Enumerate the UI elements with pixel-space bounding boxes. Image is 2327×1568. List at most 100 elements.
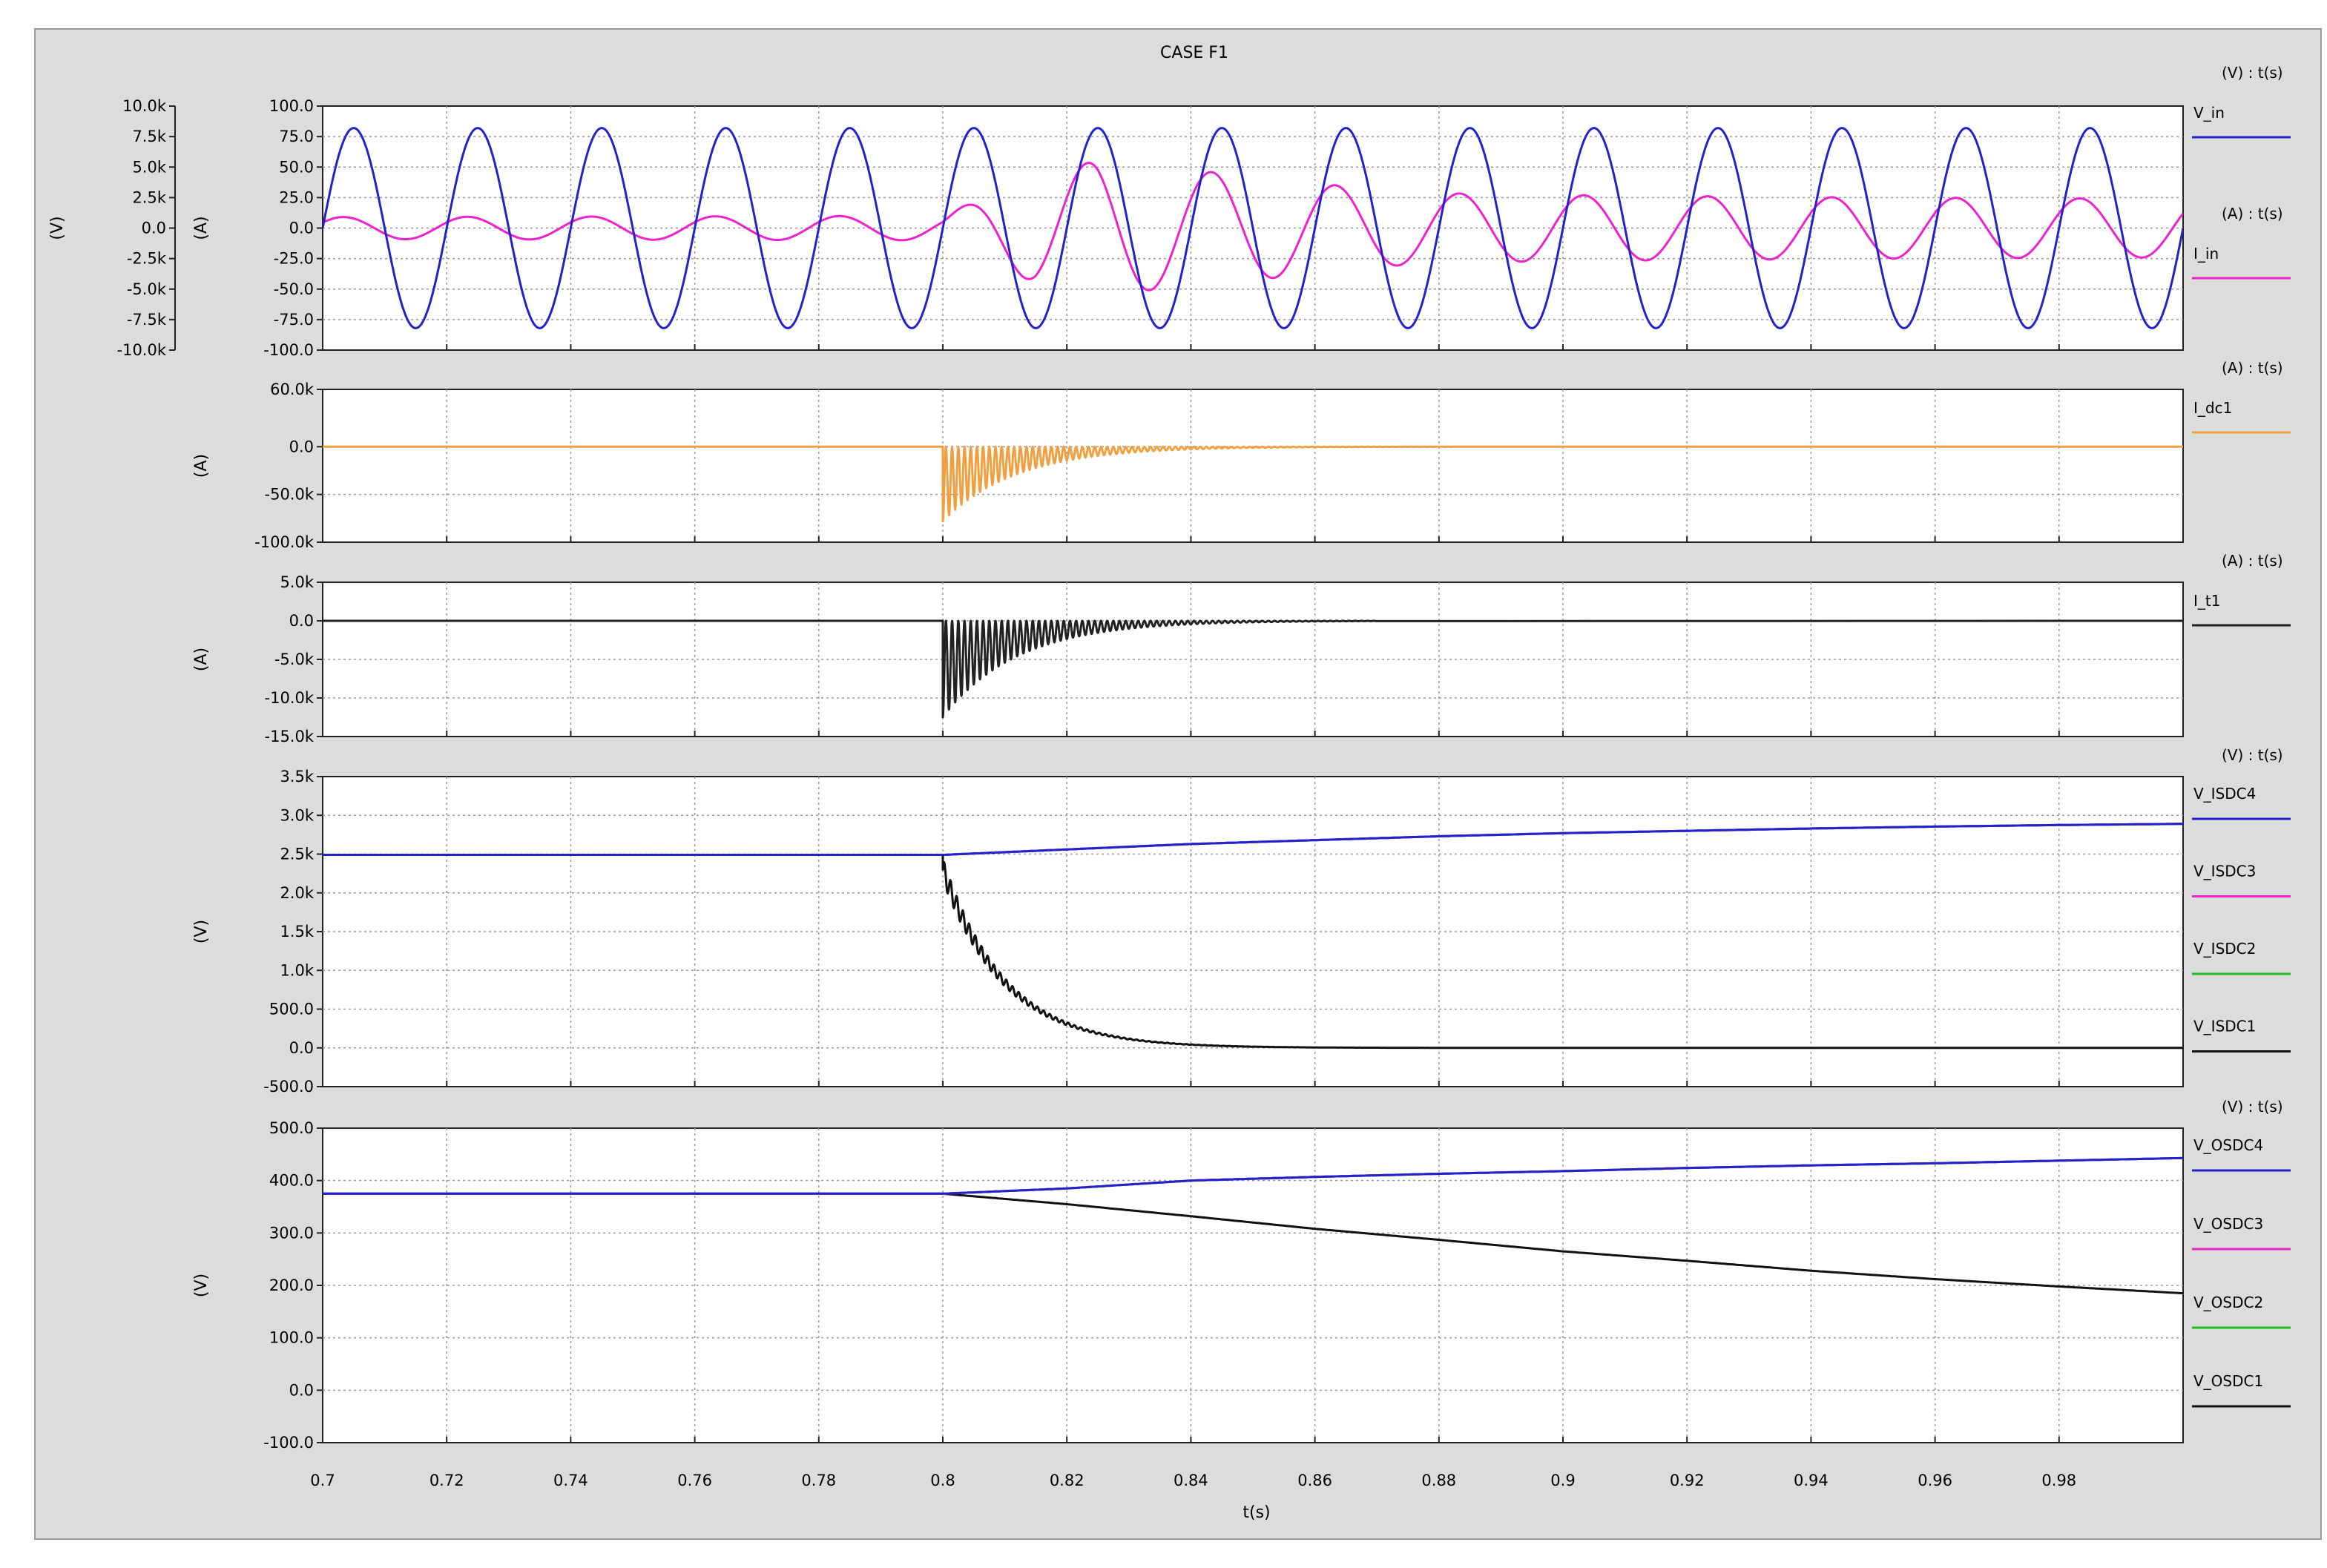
legend-p3: (A) : t(s) I_t1 bbox=[2192, 552, 2291, 627]
panel-p4: 3.5k 3.0k 2.5k 2.0k 1.5k 1.0k 500.0 0.0 -500.0 (V… bbox=[192, 746, 2291, 1096]
y-tick-label: 75.0 bbox=[279, 128, 314, 145]
series-line-V_ISDC4 bbox=[323, 823, 2183, 856]
y-tick-label: 0.0 bbox=[289, 220, 314, 237]
y-tick-label: 3.5k bbox=[280, 768, 314, 785]
legend-p2: (A) : t(s) I_dc1 bbox=[2192, 359, 2291, 434]
legend-p5: (V) : t(s) V_OSDC4 V_OSDC3 V_OSDC2 V_OSDC1 bbox=[2192, 1098, 2291, 1408]
legend-unit-label: (A) : t(s) bbox=[2222, 205, 2283, 223]
series-line-I_in bbox=[323, 162, 2183, 291]
legend-unit-label: (V) : t(s) bbox=[2222, 746, 2283, 764]
x-tick-label: 0.72 bbox=[429, 1472, 464, 1489]
secondary-y-tick-label: 10.0k bbox=[122, 97, 167, 115]
legend-unit-label: (A) : t(s) bbox=[2222, 552, 2283, 570]
legend-p4: (V) : t(s) V_ISDC4 V_ISDC3 V_ISDC2 V_ISDC1 bbox=[2192, 746, 2291, 1053]
legend-entry-V_OSDC4: V_OSDC4 bbox=[2193, 1136, 2263, 1154]
panel-p3: 5.0k 0.0 -5.0k -10.0k -15.0k (A) (A) : t(s) I_t… bbox=[192, 552, 2291, 745]
legend-entry-V_in: V_in bbox=[2193, 104, 2225, 122]
x-tick-label: 0.94 bbox=[1794, 1472, 1829, 1489]
y-tick-label: 0.0 bbox=[289, 612, 314, 630]
y-tick-label: 500.0 bbox=[269, 1001, 314, 1018]
x-tick-label: 0.98 bbox=[2041, 1472, 2076, 1489]
x-tick-label: 0.74 bbox=[553, 1472, 588, 1489]
legend-entry-V_OSDC1: V_OSDC1 bbox=[2193, 1372, 2263, 1390]
y-tick-label: 50.0 bbox=[279, 158, 314, 176]
y-tick-label: 0.0 bbox=[289, 1381, 314, 1399]
x-tick-label: 0.86 bbox=[1297, 1472, 1332, 1489]
y-tick-label: 400.0 bbox=[269, 1172, 314, 1190]
y-tick-label: 100.0 bbox=[269, 97, 314, 115]
secondary-y-tick-label: 5.0k bbox=[132, 158, 166, 176]
legend-unit-label: (V) : t(s) bbox=[2222, 64, 2283, 82]
y-tick-label: -25.0 bbox=[274, 250, 314, 268]
y-tick-label: 5.0k bbox=[280, 573, 314, 591]
y-tick-label: 0.0 bbox=[289, 1039, 314, 1057]
x-tick-label: 0.82 bbox=[1050, 1472, 1084, 1489]
legend-entry-I_t1: I_t1 bbox=[2193, 592, 2220, 610]
legend-entry-V_OSDC3: V_OSDC3 bbox=[2193, 1215, 2263, 1233]
secondary-y-tick-label: 7.5k bbox=[132, 128, 166, 145]
x-tick-label: 0.7 bbox=[310, 1472, 335, 1489]
legend-entry-V_ISDC1: V_ISDC1 bbox=[2193, 1018, 2256, 1035]
y-tick-label: -100.0 bbox=[263, 341, 314, 359]
legend-entry-I_in: I_in bbox=[2193, 245, 2219, 263]
legend-unit-label: (V) : t(s) bbox=[2222, 1098, 2283, 1116]
x-tick-label: 0.96 bbox=[1918, 1472, 1952, 1489]
series-line-V_in bbox=[323, 127, 2183, 329]
y-tick-label: 300.0 bbox=[269, 1224, 314, 1242]
y-tick-label: -10.0k bbox=[265, 689, 315, 707]
series-line-V_ISDC1 bbox=[323, 854, 2183, 1050]
secondary-y-tick-label: 0.0 bbox=[142, 220, 166, 237]
y-tick-label: -50.0 bbox=[274, 280, 314, 298]
y-tick-label: 60.0k bbox=[270, 381, 315, 398]
y-tick-label: 25.0 bbox=[279, 188, 314, 206]
secondary-y-tick-label: -10.0k bbox=[117, 341, 167, 359]
legend-unit-label: (A) : t(s) bbox=[2222, 359, 2283, 377]
chart-panels: 100.0 75.0 50.0 25.0 0.0 -25.0 -50.0 -75.0 -100.… bbox=[48, 64, 2291, 1489]
series-line-I_dc1 bbox=[323, 445, 2183, 523]
legend-entry-V_ISDC4: V_ISDC4 bbox=[2193, 785, 2256, 803]
y-tick-label: 2.5k bbox=[280, 846, 314, 863]
legend-entry-I_dc1: I_dc1 bbox=[2193, 399, 2232, 417]
chart-title: CASE F1 bbox=[1160, 44, 1228, 62]
series-line-I_t1 bbox=[323, 619, 2183, 719]
x-tick-label: 0.88 bbox=[1421, 1472, 1456, 1489]
secondary-y-tick-label: 2.5k bbox=[132, 188, 166, 206]
series-group-p3 bbox=[323, 619, 2183, 719]
series-group-p5 bbox=[323, 1156, 2183, 1295]
y-axis-label: (V) bbox=[192, 1274, 211, 1297]
x-tick-label: 0.92 bbox=[1670, 1472, 1705, 1489]
panel-p5: 500.0 400.0 300.0 200.0 100.0 0.0 -100.0 (V) (V)… bbox=[192, 1098, 2291, 1489]
plot-area-p2 bbox=[322, 389, 2184, 543]
secondary-y-tick-label: -5.0k bbox=[127, 280, 167, 298]
y-tick-label: 2.0k bbox=[280, 884, 314, 902]
series-line-V_OSDC4 bbox=[323, 1156, 2183, 1195]
y-tick-label: -100.0k bbox=[254, 533, 315, 551]
y-tick-label: -5.0k bbox=[274, 650, 315, 668]
panel-p1: 100.0 75.0 50.0 25.0 0.0 -25.0 -50.0 -75.0 -100.… bbox=[48, 64, 2291, 359]
x-tick-label: 0.76 bbox=[677, 1472, 712, 1489]
y-tick-label: -50.0k bbox=[265, 486, 315, 504]
series-group-p1 bbox=[323, 127, 2183, 329]
y-tick-label: 1.5k bbox=[280, 923, 314, 941]
y-axis-label: (V) bbox=[192, 920, 211, 943]
secondary-y-axis-label: (V) bbox=[48, 216, 67, 240]
y-tick-label: 500.0 bbox=[269, 1119, 314, 1137]
series-group-p4 bbox=[323, 823, 2183, 1050]
legend-entry-V_ISDC2: V_ISDC2 bbox=[2193, 940, 2256, 958]
x-tick-label: 0.8 bbox=[930, 1472, 955, 1489]
y-tick-label: -500.0 bbox=[263, 1078, 314, 1096]
secondary-y-tick-label: -7.5k bbox=[127, 311, 167, 329]
series-group-p2 bbox=[323, 445, 2183, 523]
x-axis-label: t(s) bbox=[1243, 1503, 1270, 1522]
x-tick-label: 0.84 bbox=[1174, 1472, 1208, 1489]
y-tick-label: 1.0k bbox=[280, 961, 314, 979]
secondary-y-tick-label: -2.5k bbox=[127, 250, 167, 268]
y-axis-label: (A) bbox=[192, 216, 211, 240]
y-tick-label: -100.0 bbox=[263, 1434, 314, 1452]
legend-entry-V_OSDC2: V_OSDC2 bbox=[2193, 1294, 2263, 1311]
y-tick-label: 100.0 bbox=[269, 1329, 314, 1347]
legend-entry-V_ISDC3: V_ISDC3 bbox=[2193, 863, 2256, 880]
x-tick-label: 0.9 bbox=[1550, 1472, 1575, 1489]
